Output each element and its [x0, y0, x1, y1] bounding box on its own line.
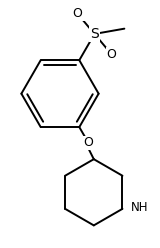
Text: O: O — [73, 7, 83, 20]
Text: O: O — [83, 136, 93, 149]
Text: S: S — [90, 27, 99, 41]
Text: O: O — [106, 48, 116, 61]
Text: NH: NH — [131, 201, 148, 214]
